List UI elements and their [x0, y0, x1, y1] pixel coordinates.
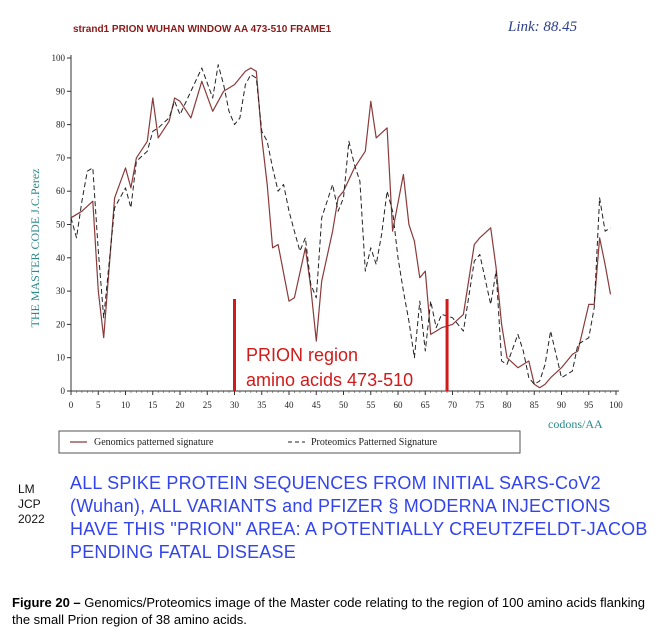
author-credit: LM JCP 2022	[18, 482, 58, 527]
y-tick-label: 0	[61, 386, 66, 396]
link-value: Link: 88.45	[507, 19, 578, 35]
x-tick-label: 5	[96, 400, 101, 410]
figure-caption-text: Genomics/Proteomics image of the Master …	[12, 595, 645, 627]
x-tick-label: 65	[421, 400, 431, 410]
x-tick-label: 45	[312, 400, 322, 410]
legend-proteomics-label: Proteomics Patterned Signature	[311, 437, 438, 448]
proteomics-series-line	[70, 64, 611, 385]
figure-caption: Figure 20 – Genomics/Proteomics image of…	[12, 594, 662, 628]
genomics-series-line	[70, 67, 612, 389]
y-ticks: 0 10 20 30 40 50 60 70 80 90 100	[52, 53, 71, 396]
x-tick-label: 100	[609, 400, 623, 410]
y-tick-label: 30	[56, 286, 66, 296]
prion-label-line1: PRION region	[246, 345, 358, 365]
x-tick-label: 25	[203, 400, 213, 410]
y-tick-label: 60	[56, 186, 66, 196]
x-tick-label: 60	[394, 400, 404, 410]
y-tick-label: 80	[56, 120, 66, 130]
x-tick-label: 15	[148, 400, 158, 410]
x-tick-label: 10	[121, 400, 131, 410]
x-tick-label: 75	[475, 400, 485, 410]
prion-label-line2: amino acids 473-510	[246, 370, 413, 390]
legend: Genomics patterned signature Proteomics …	[58, 430, 521, 454]
y-tick-label: 90	[56, 86, 66, 96]
credit-line2: JCP	[18, 497, 41, 511]
x-tick-label: 40	[285, 400, 295, 410]
y-tick-label: 70	[56, 153, 66, 163]
y-tick-label: 100	[52, 53, 66, 63]
x-tick-label: 50	[339, 400, 349, 410]
series-layer	[70, 64, 612, 389]
x-tick-label: 30	[230, 400, 240, 410]
y-tick-label: 40	[56, 253, 66, 263]
x-tick-label: 80	[503, 400, 513, 410]
x-tick-label: 35	[257, 400, 267, 410]
legend-genomics-label: Genomics patterned signature	[94, 437, 214, 448]
x-tick-label: 20	[176, 400, 186, 410]
y-tick-label: 10	[56, 353, 66, 363]
y-axis-label: THE MASTER CODE J.C.Perez	[28, 169, 42, 328]
credit-line1: LM	[18, 482, 35, 496]
prion-warning-text: ALL SPIKE PROTEIN SEQUENCES FROM INITIAL…	[70, 473, 648, 562]
x-tick-label: 85	[530, 400, 540, 410]
chart: strand1 PRION WUHAN WINDOW AA 473-510 FR…	[28, 19, 623, 454]
x-tick-label: 95	[584, 400, 594, 410]
y-tick-label: 50	[56, 220, 66, 230]
credit-line3: 2022	[18, 512, 45, 526]
x-tick-label: 55	[366, 400, 376, 410]
chart-title: strand1 PRION WUHAN WINDOW AA 473-510 FR…	[73, 24, 332, 35]
x-tick-label: 70	[448, 400, 458, 410]
x-tick-label: 0	[69, 400, 74, 410]
x-tick-label: 90	[557, 400, 567, 410]
figure-caption-label: Figure 20 –	[12, 595, 81, 610]
y-tick-label: 20	[56, 319, 66, 329]
x-axis-label: codons/AA	[548, 417, 603, 431]
x-ticks: 0 5 10 15 20 25 30 35 40 45 50 55 60 65 70 75 80 85 90 95 10…	[69, 391, 623, 410]
